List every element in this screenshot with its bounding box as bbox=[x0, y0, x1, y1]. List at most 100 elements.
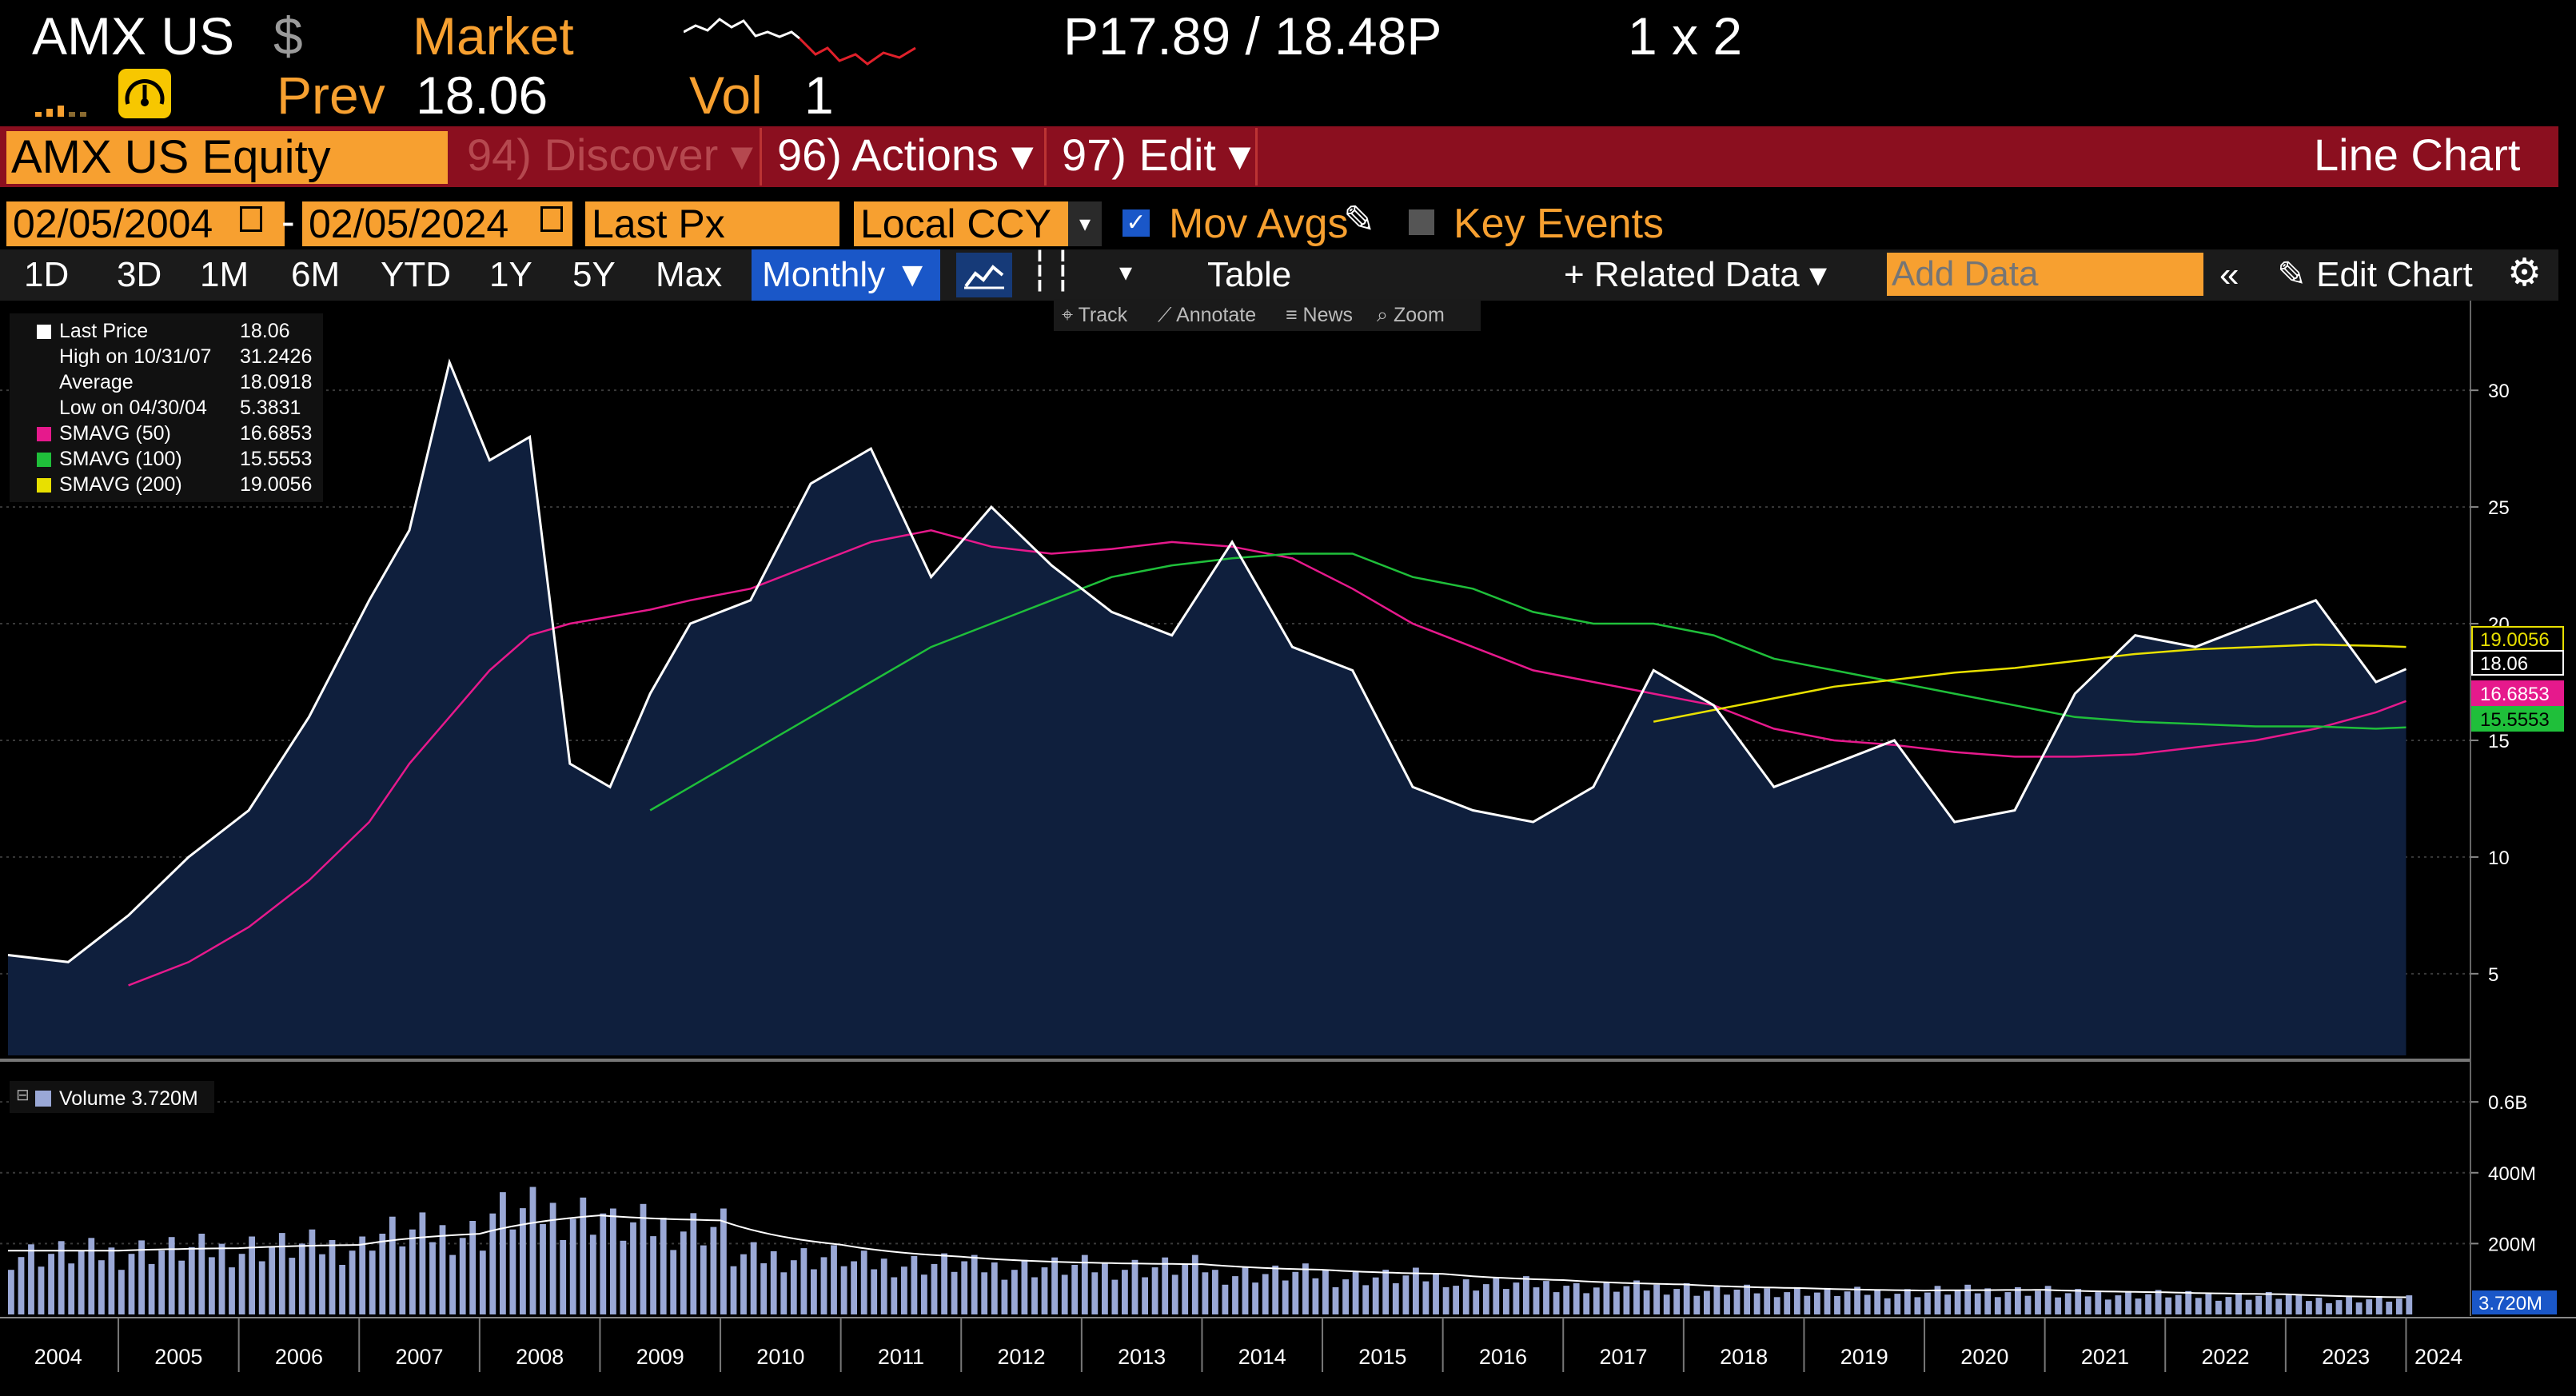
volume-bar bbox=[1021, 1259, 1028, 1314]
tool-news[interactable]: ≡ News bbox=[1286, 304, 1354, 326]
series-line bbox=[128, 529, 2407, 987]
timeframe-max[interactable]: Max bbox=[656, 255, 723, 294]
volume-bar bbox=[1523, 1276, 1529, 1314]
volume-bar bbox=[1352, 1271, 1359, 1314]
timeframe-1d[interactable]: 1D bbox=[24, 255, 70, 294]
volume-bar bbox=[1001, 1279, 1008, 1314]
timeframe-5y[interactable]: 5Y bbox=[572, 255, 616, 294]
volume-bar bbox=[249, 1236, 255, 1314]
volume-bar bbox=[1663, 1294, 1670, 1314]
mini-toolbar: ⌖ Track ⟋ Annotate ≡ News ⌕ Zoom bbox=[1054, 299, 1481, 331]
security-field[interactable]: AMX US Equity bbox=[6, 131, 448, 184]
volume-bar bbox=[820, 1257, 827, 1314]
legend-label: SMAVG (200) bbox=[59, 473, 182, 496]
value-label: 16.6853 bbox=[2480, 684, 2550, 705]
volume-bar bbox=[2265, 1292, 2272, 1314]
expand-icon[interactable]: ⊟ bbox=[16, 1087, 30, 1104]
legend-label: Average bbox=[59, 371, 134, 393]
legend-label: SMAVG (50) bbox=[59, 422, 171, 445]
add-data-input[interactable] bbox=[1887, 253, 2203, 296]
volume-bar bbox=[339, 1265, 345, 1314]
related-data-button[interactable]: + Related Data ▾ bbox=[1564, 255, 1828, 294]
gauge-icon[interactable] bbox=[118, 69, 171, 118]
volume-tick-label: 200M bbox=[2488, 1234, 2536, 1255]
table-button[interactable]: Table bbox=[1207, 255, 1292, 294]
volume-bar bbox=[650, 1236, 656, 1314]
volume-bar bbox=[1212, 1270, 1218, 1314]
timeframe-ytd[interactable]: YTD bbox=[381, 255, 451, 294]
currency-select[interactable]: Local CCY bbox=[854, 201, 1102, 246]
value-label: 18.06 bbox=[2480, 653, 2528, 675]
volume-bar bbox=[188, 1246, 195, 1314]
legend-swatch bbox=[37, 350, 51, 365]
gear-icon[interactable]: ⚙ bbox=[2507, 252, 2542, 294]
volume-value-box bbox=[2472, 1290, 2557, 1315]
timeframe-6m[interactable]: 6M bbox=[291, 255, 341, 294]
tool-annotate[interactable]: ⟋ Annotate bbox=[1158, 304, 1257, 326]
volume-bar bbox=[2225, 1297, 2232, 1314]
volume-bar bbox=[1814, 1292, 1820, 1314]
volume-bar bbox=[1312, 1278, 1319, 1314]
collapse-icon[interactable]: « bbox=[2219, 255, 2239, 294]
volume-bar bbox=[1202, 1272, 1209, 1314]
volume-bar bbox=[329, 1240, 336, 1314]
volume-bar bbox=[1131, 1259, 1138, 1314]
volume-bar bbox=[2215, 1300, 2222, 1314]
volume-bar bbox=[58, 1241, 65, 1314]
legend-swatch bbox=[37, 401, 51, 416]
start-date-field[interactable]: 02/05/2004 bbox=[6, 201, 285, 246]
pencil-icon[interactable]: ✎ bbox=[1343, 199, 1376, 241]
legend-value: 31.2426 bbox=[240, 345, 313, 368]
volume-bar bbox=[269, 1246, 276, 1314]
volume-bar bbox=[1713, 1286, 1721, 1314]
volume-bar bbox=[148, 1263, 155, 1314]
volume-bar bbox=[2165, 1297, 2172, 1314]
volume-bar bbox=[48, 1254, 54, 1314]
x-tick-label: 2014 bbox=[1238, 1345, 1286, 1369]
volume-bar bbox=[2275, 1298, 2283, 1314]
volume-bar bbox=[1864, 1294, 1871, 1314]
legend-swatch bbox=[37, 478, 51, 493]
field-select[interactable]: Last Px bbox=[585, 201, 839, 246]
x-tick-label: 2017 bbox=[1600, 1345, 1648, 1369]
volume-bar bbox=[1392, 1283, 1399, 1314]
volume-bar bbox=[1171, 1274, 1178, 1314]
chevron-down-icon[interactable]: ▾ bbox=[1068, 201, 1102, 246]
end-date-field[interactable]: 02/05/2024 bbox=[302, 201, 572, 246]
volume-bar bbox=[831, 1245, 837, 1314]
volume-bar bbox=[790, 1260, 797, 1314]
timeframe-3d[interactable]: 3D bbox=[117, 255, 162, 294]
line-chart-icon[interactable] bbox=[956, 253, 1012, 297]
discover-menu[interactable]: 94) Discover ▾ bbox=[467, 130, 753, 180]
calendar-icon[interactable] bbox=[240, 206, 262, 232]
price-chart[interactable]: 5101520253019.005618.0616.685315.5553200… bbox=[0, 301, 2576, 1396]
chevron-down-icon[interactable]: ▾ bbox=[1119, 257, 1133, 286]
volume-bar bbox=[1934, 1286, 1941, 1314]
key-events-checkbox[interactable] bbox=[1409, 209, 1434, 235]
volume-bar bbox=[1031, 1277, 1038, 1314]
volume-bar bbox=[1262, 1274, 1269, 1314]
edit-menu[interactable]: 97) Edit ▾ bbox=[1062, 130, 1251, 180]
edit-chart-button[interactable]: ✎ Edit Chart bbox=[2277, 255, 2473, 294]
volume-bar bbox=[359, 1236, 366, 1314]
actions-menu[interactable]: 96) Actions ▾ bbox=[777, 130, 1034, 180]
legend-value: 5.3831 bbox=[240, 397, 301, 419]
tool-track[interactable]: ⌖ Track bbox=[1062, 304, 1128, 326]
volume-swatch bbox=[35, 1091, 51, 1107]
tool-zoom[interactable]: ⌕ Zoom bbox=[1377, 304, 1445, 326]
bar-chart-icon[interactable]: ┆┆ bbox=[1028, 250, 1075, 293]
mov-avgs-checkbox[interactable]: ✓ bbox=[1123, 209, 1150, 237]
bid-ask: P17.89 / 18.48P bbox=[1063, 6, 1442, 66]
timeframe-1y[interactable]: 1Y bbox=[489, 255, 532, 294]
volume-bar bbox=[1453, 1286, 1459, 1314]
volume-bar bbox=[1382, 1270, 1390, 1314]
volume-bar bbox=[630, 1222, 636, 1314]
volume-bar bbox=[891, 1277, 898, 1314]
volume-bar bbox=[2335, 1300, 2343, 1314]
x-tick-label: 2021 bbox=[2081, 1345, 2129, 1369]
x-tick-label: 2005 bbox=[154, 1345, 202, 1369]
volume-bar bbox=[2044, 1286, 2052, 1314]
calendar-icon[interactable] bbox=[540, 206, 563, 232]
period-select[interactable]: Monthly ▼ bbox=[752, 249, 940, 301]
timeframe-1m[interactable]: 1M bbox=[200, 255, 249, 294]
